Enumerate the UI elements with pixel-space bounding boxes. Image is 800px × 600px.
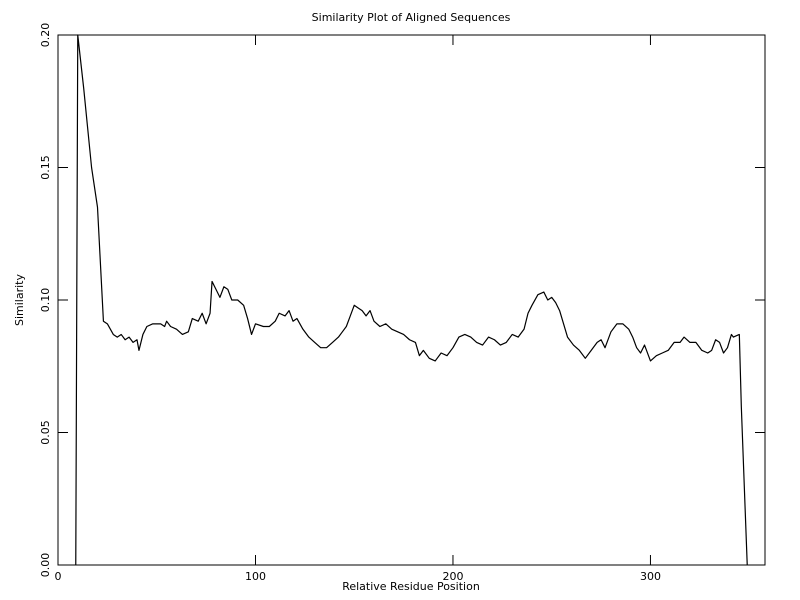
x-tick-label: 300 [640, 570, 661, 583]
y-tick-label: 0.00 [39, 553, 52, 578]
x-tick-label: 0 [55, 570, 62, 583]
x-tick-label: 200 [442, 570, 463, 583]
x-tick-label: 100 [245, 570, 266, 583]
y-tick-label: 0.05 [39, 420, 52, 445]
plot-frame [57, 34, 766, 566]
chart-title: Similarity Plot of Aligned Sequences [312, 11, 511, 24]
y-tick-label: 0.15 [39, 155, 52, 180]
similarity-line [75, 34, 748, 566]
x-axis-label: Relative Residue Position [342, 580, 480, 593]
y-tick-label: 0.20 [39, 23, 52, 48]
y-axis-label: Similarity [13, 274, 26, 326]
y-tick-label: 0.10 [39, 288, 52, 313]
